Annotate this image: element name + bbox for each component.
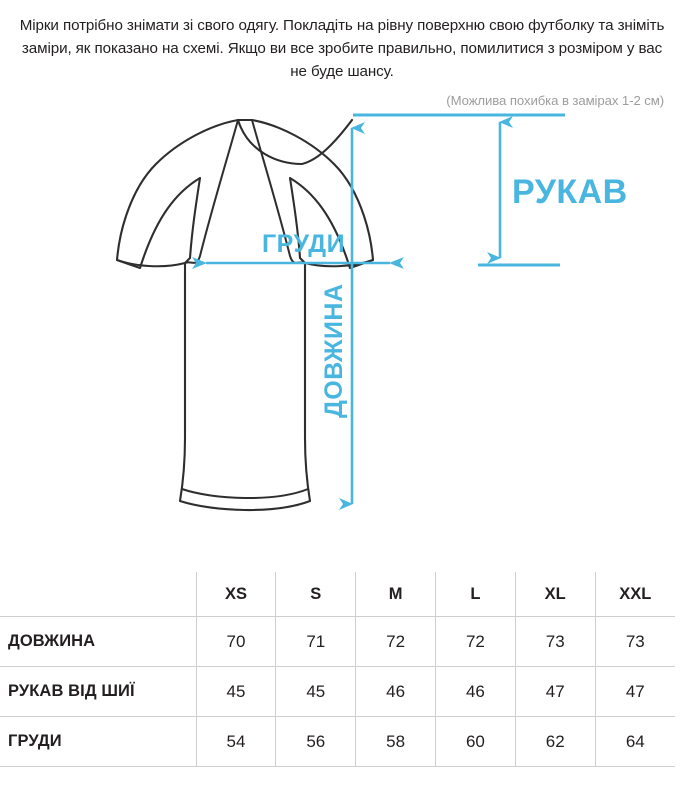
intro-text: Мірки потрібно знімати зі свого одягу. П… (19, 17, 665, 81)
tshirt-measurement-diagram: РУКАВ ГРУДИ ДОВЖИНА (0, 108, 684, 533)
bottom-hem-line (181, 488, 309, 500)
tshirt-diagram-svg: РУКАВ ГРУДИ ДОВЖИНА (115, 113, 628, 512)
cell-sleeve-xl: 47 (515, 666, 596, 717)
table-corner-cell (0, 572, 197, 617)
table-row: РУКАВ ВІД ШИЇ 45 45 46 46 47 47 (0, 666, 675, 717)
row-label-sleeve-from-neck: РУКАВ ВІД ШИЇ (0, 666, 197, 717)
sleeve-label: РУКАВ (512, 173, 628, 211)
size-header-xl: XL (515, 572, 596, 617)
cell-length-xs: 70 (196, 616, 277, 667)
tshirt-outline (115, 119, 375, 512)
cell-sleeve-xxl: 47 (595, 666, 675, 717)
cell-length-m: 72 (355, 616, 436, 667)
length-label: ДОВЖИНА (320, 284, 348, 419)
table-row: ДОВЖИНА 70 71 72 72 73 73 (0, 616, 675, 667)
cell-sleeve-s: 45 (275, 666, 357, 717)
row-label-chest: ГРУДИ (0, 716, 197, 767)
cell-chest-m: 58 (355, 716, 436, 767)
cell-chest-xl: 62 (515, 716, 596, 767)
row-label-length: ДОВЖИНА (0, 616, 197, 667)
size-table-container: XS S M L XL XXL ДОВЖИНА 70 71 72 72 73 7… (0, 572, 684, 767)
cell-length-s: 71 (275, 616, 357, 667)
neckline (236, 119, 354, 166)
header: Мірки потрібно знімати зі свого одягу. П… (0, 0, 684, 108)
cuff-left-inner (116, 259, 186, 268)
cell-length-xl: 73 (515, 616, 596, 667)
size-header-m: M (355, 572, 436, 617)
sleeve-measure-group: РУКАВ (353, 113, 628, 267)
size-header-s: S (275, 572, 357, 617)
tolerance-note: (Можлива похибка в замірах 1-2 см) (446, 93, 664, 109)
size-table: XS S M L XL XXL ДОВЖИНА 70 71 72 72 73 7… (0, 572, 675, 767)
table-header-row: XS S M L XL XXL (0, 572, 675, 617)
cell-chest-s: 56 (275, 716, 357, 767)
cell-length-xxl: 73 (595, 616, 675, 667)
size-header-l: L (435, 572, 516, 617)
cell-chest-l: 60 (435, 716, 516, 767)
chest-label: ГРУДИ (262, 230, 345, 258)
cell-sleeve-l: 46 (435, 666, 516, 717)
table-row: ГРУДИ 54 56 58 60 62 64 (0, 716, 675, 767)
cell-chest-xs: 54 (196, 716, 277, 767)
cell-sleeve-m: 46 (355, 666, 436, 717)
length-measure-group: ДОВЖИНА (320, 122, 365, 511)
size-header-xs: XS (196, 572, 277, 617)
raglan-seam-left (184, 119, 239, 265)
cell-length-l: 72 (435, 616, 516, 667)
size-header-xxl: XXL (595, 572, 675, 617)
cell-sleeve-xs: 45 (196, 666, 277, 717)
cell-chest-xxl: 64 (595, 716, 675, 767)
